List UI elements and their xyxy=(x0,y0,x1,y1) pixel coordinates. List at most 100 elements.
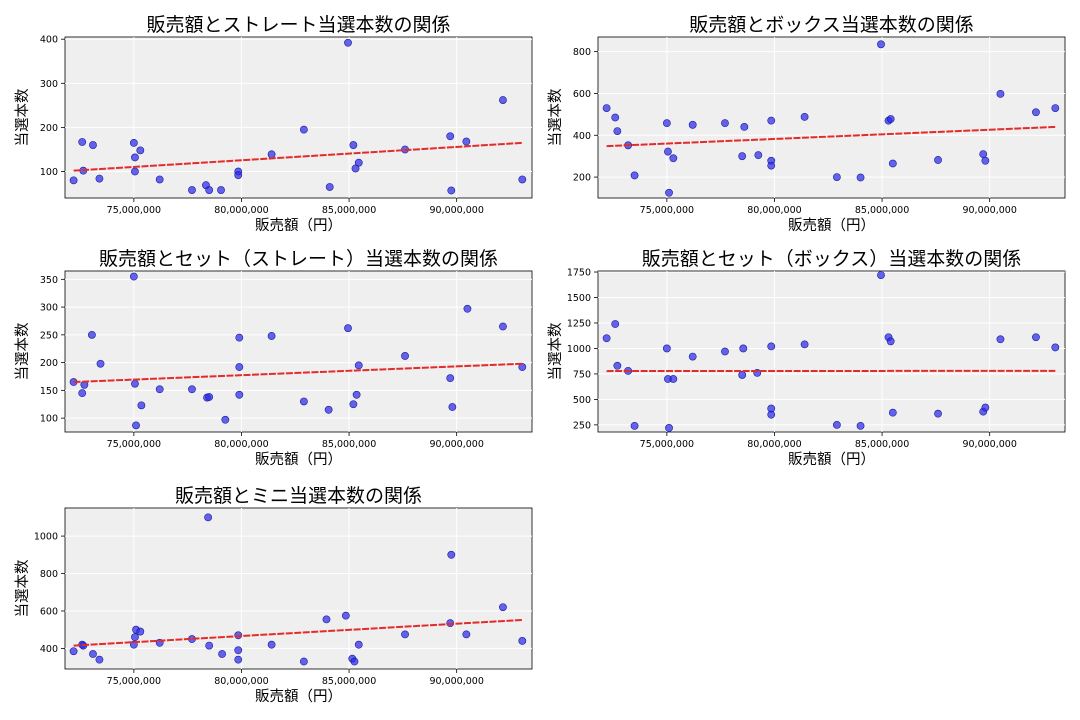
data-point xyxy=(462,137,471,146)
data-point xyxy=(996,89,1005,98)
data-point xyxy=(96,359,105,368)
data-point xyxy=(754,151,763,160)
data-point xyxy=(1051,104,1060,112)
data-point xyxy=(89,141,97,149)
data-point xyxy=(349,141,358,149)
data-point xyxy=(856,173,865,182)
data-point xyxy=(218,650,227,658)
x-tick-label: 80,000,000 xyxy=(214,439,268,450)
x-tick-label: 75,000,000 xyxy=(107,205,161,216)
y-tick-label: 1250 xyxy=(567,318,591,329)
data-point xyxy=(979,150,988,158)
chart-title: 販売額とミニ当選本数の関係 xyxy=(175,485,422,507)
data-point xyxy=(88,330,96,339)
data-point xyxy=(354,361,363,370)
data-point xyxy=(611,320,620,328)
data-point xyxy=(350,657,359,666)
y-tick-label: 600 xyxy=(573,89,591,100)
data-point xyxy=(740,123,749,131)
y-tick-label: 400 xyxy=(573,131,591,142)
data-point xyxy=(767,116,776,125)
y-tick-label: 500 xyxy=(573,395,591,406)
data-point xyxy=(95,655,104,664)
x-axis-label: 販売額（円） xyxy=(255,688,342,705)
x-axis-label: 販売額（円） xyxy=(255,451,342,468)
data-point xyxy=(886,115,895,123)
trend-line xyxy=(73,362,523,384)
trend-line xyxy=(606,125,1056,148)
y-axis-label: 当選本数 xyxy=(547,88,564,146)
data-point xyxy=(800,112,809,121)
data-point xyxy=(129,138,138,147)
y-axis-label: 当選本数 xyxy=(547,322,564,380)
y-tick-label: 200 xyxy=(573,173,591,184)
data-point xyxy=(877,271,885,279)
trend-line xyxy=(73,618,523,647)
data-point xyxy=(69,176,78,185)
data-point xyxy=(934,409,942,418)
data-point xyxy=(322,615,331,624)
y-tick-label: 250 xyxy=(573,420,591,431)
data-point xyxy=(234,171,243,179)
y-axis-label: 当選本数 xyxy=(14,322,31,380)
data-point xyxy=(401,352,409,360)
data-point xyxy=(767,342,776,351)
y-tick-label: 1750 xyxy=(567,268,591,279)
y-tick-label: 300 xyxy=(40,79,58,90)
data-point xyxy=(129,272,138,281)
data-point xyxy=(611,113,620,122)
data-point xyxy=(137,401,146,410)
x-tick-label: 75,000,000 xyxy=(640,205,694,216)
data-point xyxy=(688,120,697,129)
y-axis-label: 当選本数 xyxy=(14,88,31,146)
data-point xyxy=(886,337,895,346)
data-point xyxy=(721,347,729,356)
data-point xyxy=(354,640,363,649)
y-tick-label: 100 xyxy=(40,167,58,178)
data-point xyxy=(217,186,225,194)
data-point xyxy=(448,403,457,411)
data-point xyxy=(721,119,729,128)
data-point xyxy=(234,646,243,655)
x-tick-label: 80,000,000 xyxy=(214,205,268,216)
data-point xyxy=(738,152,747,161)
y-tick-label: 200 xyxy=(40,358,58,369)
x-tick-label: 90,000,000 xyxy=(962,439,1016,450)
data-point xyxy=(78,138,87,146)
data-point xyxy=(996,335,1005,344)
y-tick-label: 400 xyxy=(40,35,58,46)
data-point xyxy=(630,171,639,180)
y-tick-label: 1000 xyxy=(34,532,58,543)
data-point xyxy=(739,344,748,353)
data-point xyxy=(447,550,456,559)
data-point xyxy=(136,627,145,636)
data-point xyxy=(299,657,308,666)
data-point xyxy=(1032,333,1040,342)
chart-title: 販売額とセット（ストレート）当選本数の関係 xyxy=(99,248,498,270)
data-point xyxy=(800,340,809,349)
data-point xyxy=(446,132,455,141)
data-point xyxy=(832,173,841,181)
data-point xyxy=(131,379,139,388)
data-point xyxy=(401,630,409,639)
x-tick-label: 90,000,000 xyxy=(429,205,483,216)
x-tick-label: 75,000,000 xyxy=(107,439,161,450)
data-point xyxy=(463,304,472,313)
data-point xyxy=(856,421,865,430)
x-tick-label: 75,000,000 xyxy=(107,676,161,687)
data-point xyxy=(981,403,990,412)
data-point xyxy=(188,385,196,394)
chart-title: 販売額とストレート当選本数の関係 xyxy=(146,14,450,36)
data-point xyxy=(221,415,230,424)
data-point xyxy=(352,390,361,399)
y-tick-label: 800 xyxy=(40,569,58,580)
x-tick-label: 80,000,000 xyxy=(214,676,268,687)
data-point xyxy=(267,332,276,340)
y-tick-label: 800 xyxy=(573,47,591,58)
y-tick-label: 250 xyxy=(40,330,58,341)
data-point xyxy=(981,156,990,165)
data-point xyxy=(688,352,697,361)
data-point xyxy=(499,96,507,104)
data-point xyxy=(664,147,672,156)
